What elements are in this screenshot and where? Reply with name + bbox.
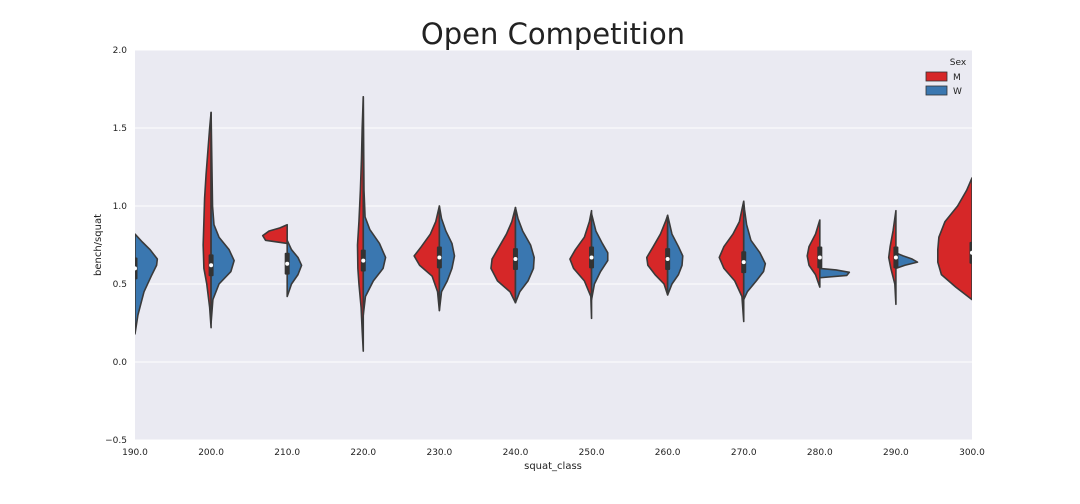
violin-group xyxy=(645,214,684,296)
violin-half-m xyxy=(937,177,972,301)
violin-median-dot xyxy=(665,257,670,262)
x-tick-label: 240.0 xyxy=(503,448,529,458)
violin-group xyxy=(356,96,387,352)
violin-median-dot xyxy=(817,255,822,260)
violin-median-dot xyxy=(285,261,290,266)
x-tick-label: 200.0 xyxy=(198,448,224,458)
y-tick-label: 0.5 xyxy=(113,280,127,290)
violin-group xyxy=(937,177,972,301)
chart-title: Open Competition xyxy=(421,17,685,51)
x-tick-label: 270.0 xyxy=(731,448,757,458)
violin-median-dot xyxy=(741,260,746,265)
violin-group xyxy=(718,200,767,323)
y-axis-label: bench/squat xyxy=(93,214,104,276)
violin-group xyxy=(135,233,159,335)
x-tick-label: 230.0 xyxy=(426,448,452,458)
violin-half-w xyxy=(210,111,235,324)
violin-half-w xyxy=(514,206,535,304)
x-tick-label: 210.0 xyxy=(274,448,300,458)
violin-median-dot xyxy=(970,250,972,255)
violin-half-w xyxy=(438,205,456,312)
x-axis-label: squat_class xyxy=(524,461,582,472)
legend-swatch-w xyxy=(925,85,948,96)
legend-label-w: W xyxy=(953,87,962,97)
x-tick-label: 290.0 xyxy=(883,448,909,458)
legend: Sex M W xyxy=(925,58,967,97)
y-tick-label: 1.5 xyxy=(113,124,127,134)
violin-half-m xyxy=(887,209,897,306)
violin-group xyxy=(261,223,303,298)
violin-group xyxy=(202,111,235,329)
violin-median-dot xyxy=(513,257,518,262)
violin-group xyxy=(569,209,609,320)
violin-half-m xyxy=(261,223,288,245)
violin-half-w xyxy=(362,96,387,316)
y-tick-label: −0.5 xyxy=(105,436,127,446)
violin-group xyxy=(413,205,456,312)
violin-median-dot xyxy=(589,255,594,260)
x-tick-label: 250.0 xyxy=(579,448,605,458)
y-tick-label: 2.0 xyxy=(113,46,128,56)
violin-median-dot xyxy=(135,266,137,271)
legend-title: Sex xyxy=(950,58,967,68)
x-tick-label: 260.0 xyxy=(655,448,681,458)
legend-label-m: M xyxy=(953,73,961,83)
violin-half-w xyxy=(135,233,159,335)
violin-group xyxy=(806,219,851,288)
violin-half-w xyxy=(286,239,303,298)
violin-median-dot xyxy=(361,258,366,263)
legend-swatch-m xyxy=(925,71,948,82)
x-tick-label: 280.0 xyxy=(807,448,833,458)
x-tick-label: 190.0 xyxy=(122,448,148,458)
x-tick-label: 300.0 xyxy=(959,448,985,458)
violin-group xyxy=(490,206,535,304)
y-tick-label: 0.0 xyxy=(113,358,128,368)
violin-half-w xyxy=(742,200,767,301)
plot-area xyxy=(135,50,972,440)
violin-half-w xyxy=(590,213,609,301)
x-tick-label: 220.0 xyxy=(350,448,376,458)
violin-half-w xyxy=(666,214,684,296)
y-tick-label: 1.0 xyxy=(113,202,128,212)
violin-half-m xyxy=(806,219,821,288)
violin-median-dot xyxy=(893,255,898,260)
violin-group xyxy=(887,209,919,306)
violin-median-dot xyxy=(209,263,214,268)
violin-median-dot xyxy=(437,255,442,260)
